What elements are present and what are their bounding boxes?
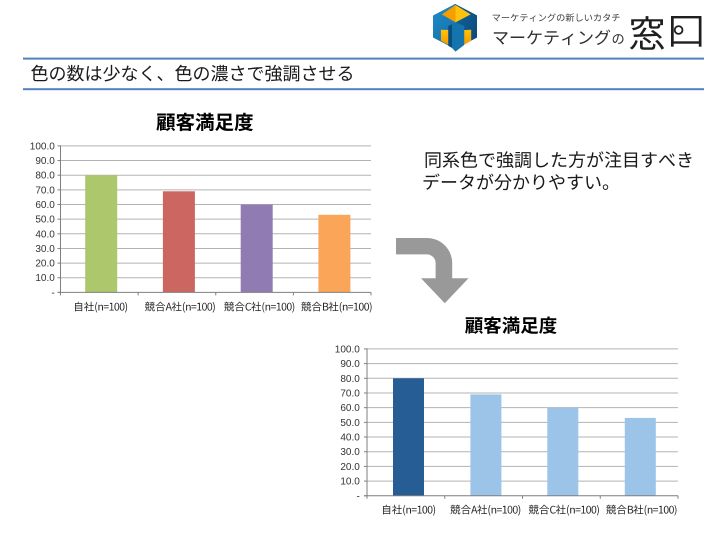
svg-text:90.0: 90.0: [35, 156, 55, 167]
svg-text:90.0: 90.0: [340, 359, 360, 370]
svg-text:20.0: 20.0: [340, 462, 360, 473]
svg-text:10.0: 10.0: [340, 477, 360, 488]
svg-text:30.0: 30.0: [340, 447, 360, 458]
svg-text:40.0: 40.0: [340, 433, 360, 444]
svg-text:-: -: [356, 491, 359, 502]
svg-text:60.0: 60.0: [340, 403, 360, 414]
svg-text:30.0: 30.0: [35, 244, 55, 255]
svg-text:-: -: [51, 288, 54, 299]
svg-text:80.0: 80.0: [340, 374, 360, 385]
svg-text:80.0: 80.0: [35, 171, 55, 182]
svg-text:70.0: 70.0: [35, 185, 55, 196]
svg-text:100.0: 100.0: [335, 344, 360, 355]
svg-text:50.0: 50.0: [340, 418, 360, 429]
svg-text:50.0: 50.0: [35, 215, 55, 226]
svg-text:70.0: 70.0: [340, 389, 360, 400]
svg-text:40.0: 40.0: [35, 229, 55, 240]
svg-text:100.0: 100.0: [30, 141, 55, 152]
svg-text:20.0: 20.0: [35, 259, 55, 270]
svg-text:60.0: 60.0: [35, 200, 55, 211]
svg-text:10.0: 10.0: [35, 273, 55, 284]
